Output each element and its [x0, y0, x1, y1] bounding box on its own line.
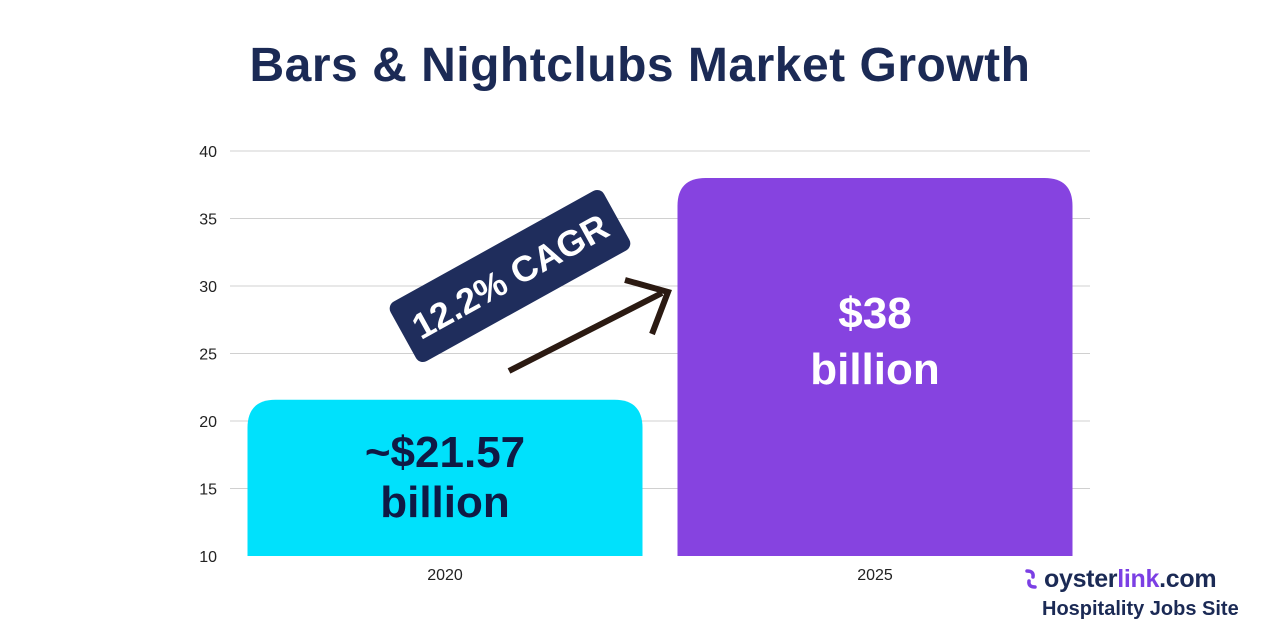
bar-value-label: billion — [810, 345, 940, 394]
y-tick-label: 35 — [199, 212, 217, 229]
oyster-mark-icon — [1025, 569, 1037, 589]
x-tick-label: 2025 — [857, 567, 893, 584]
logo-brand-link: link — [1117, 564, 1160, 593]
bar-value-label: ~$21.57 — [365, 428, 525, 477]
cagr-arrow-shaft — [507, 290, 664, 374]
y-tick-label: 15 — [199, 482, 217, 499]
oysterlink-logo[interactable]: oysterlink.com Hospitality Jobs Site — [1022, 562, 1272, 621]
y-tick-label: 25 — [199, 347, 217, 364]
cagr-arrow-icon — [624, 277, 672, 336]
bar-value-label: $38 — [838, 289, 911, 338]
bar-value-label: billion — [380, 478, 510, 527]
x-tick-label: 2020 — [427, 567, 463, 584]
cagr-badge: 12.2% CAGR — [389, 189, 631, 363]
bar-2025[interactable] — [677, 178, 1073, 556]
logo-brand-com: .com — [1159, 564, 1217, 593]
chart-title: Bars & Nightclubs Market Growth — [249, 39, 1031, 92]
logo-wordmark: oysterlink.com — [1022, 562, 1272, 596]
y-tick-label: 40 — [199, 144, 217, 161]
cagr-label: 12.2% CAGR — [405, 206, 616, 348]
logo-tagline: Hospitality Jobs Site — [1042, 598, 1239, 620]
y-tick-label: 10 — [199, 549, 217, 566]
y-tick-label: 20 — [199, 414, 217, 431]
y-tick-label: 30 — [199, 279, 217, 296]
bar-2020[interactable] — [247, 399, 643, 556]
logo-brand-oyster: oyster — [1044, 564, 1118, 593]
cagr-badge-bg — [389, 189, 631, 363]
